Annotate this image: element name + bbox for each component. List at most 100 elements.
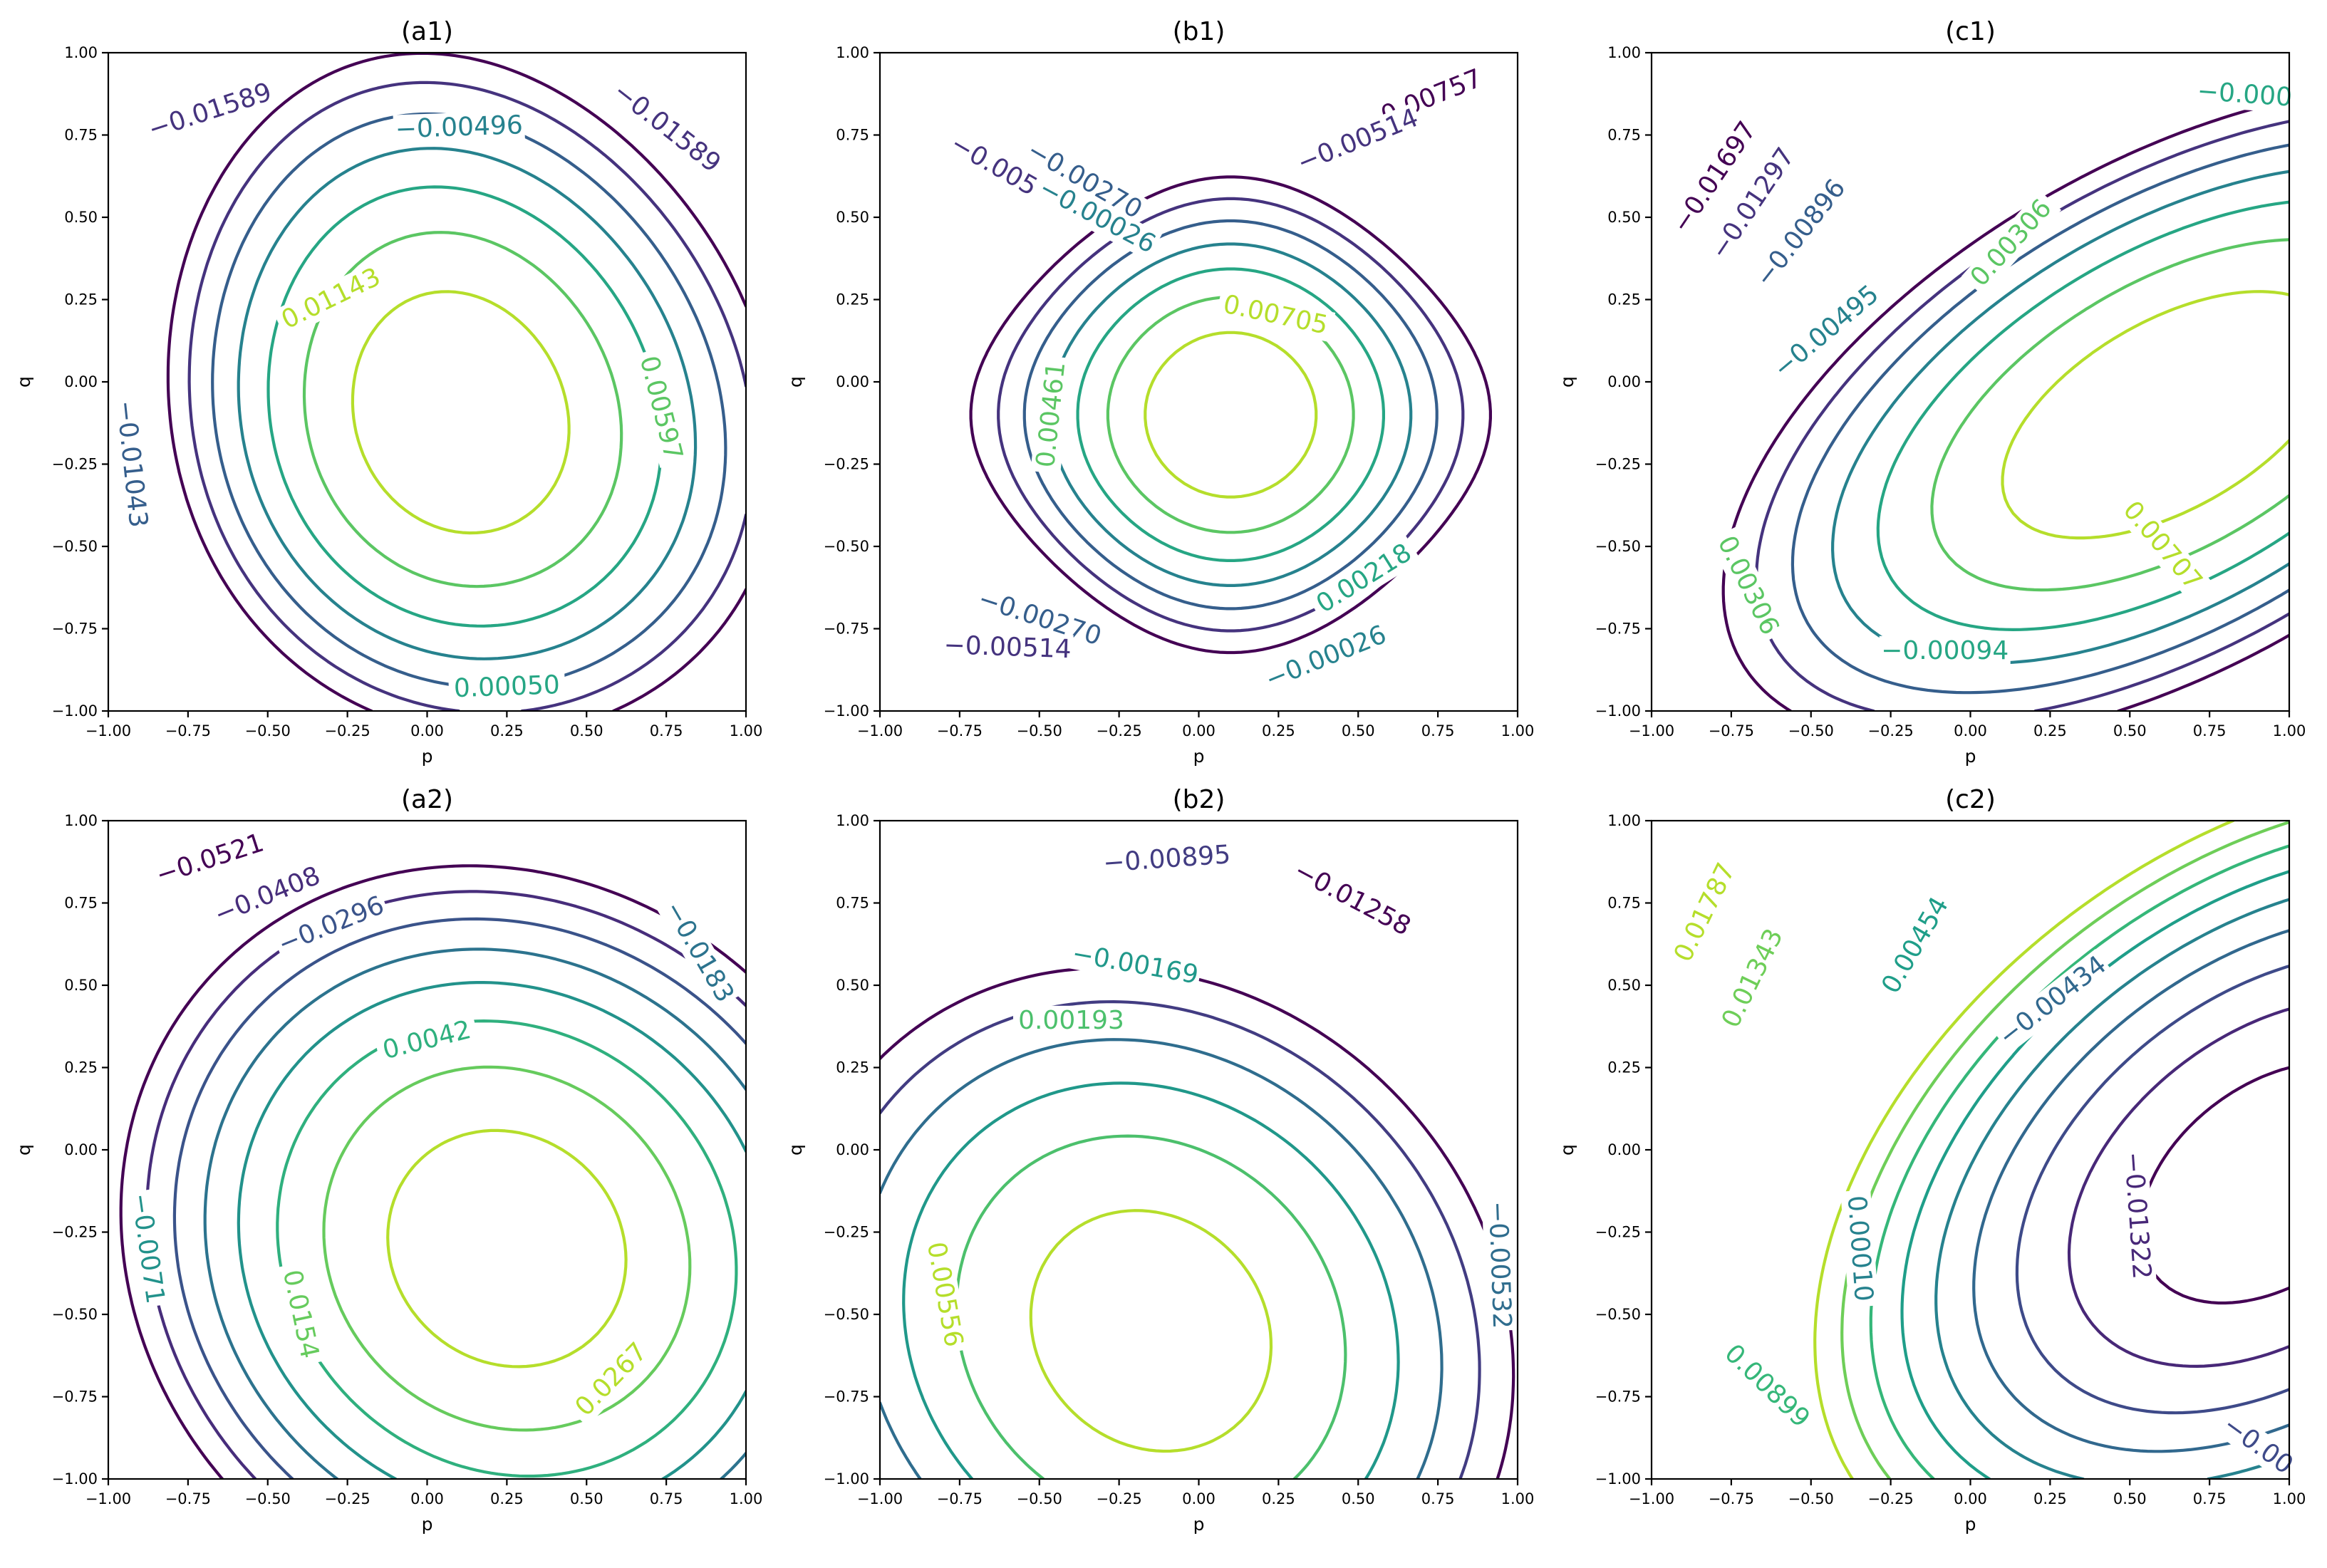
y-tick-label: 0.00 bbox=[64, 373, 98, 390]
y-tick-label: −0.50 bbox=[1595, 1306, 1641, 1323]
panel-b1: (b1) −0.00757−0.00514−0.00514−0.00270−0.… bbox=[785, 17, 1534, 767]
y-tick-label: −0.50 bbox=[1595, 538, 1641, 555]
contour-level-6 bbox=[1869, 844, 2289, 1479]
contour-label-bg bbox=[1704, 140, 1803, 266]
y-tick-label: 0.00 bbox=[836, 373, 869, 390]
x-tick-label: 0.50 bbox=[1342, 722, 1375, 739]
x-tick-label: 0.50 bbox=[2113, 1490, 2147, 1507]
contour-label-bg bbox=[1482, 1198, 1517, 1331]
contour-level-3 bbox=[203, 947, 746, 1479]
x-tick-label: −0.75 bbox=[937, 1490, 983, 1507]
panel-title-c2: (c2) bbox=[1945, 785, 1996, 814]
contour-level-0 bbox=[2138, 1066, 2289, 1305]
contour-label: −0.00169 bbox=[1070, 939, 1201, 990]
y-tick-label: −0.75 bbox=[824, 1388, 869, 1406]
x-tick-label: 0.75 bbox=[2193, 1490, 2227, 1507]
contour-label-bg bbox=[1032, 172, 1162, 261]
y-tick-label: 0.50 bbox=[1607, 977, 1641, 994]
x-tick-label: 0.75 bbox=[650, 722, 683, 739]
contour-label: −0.00026 bbox=[1261, 620, 1390, 695]
contour-label-bg bbox=[606, 76, 728, 180]
contour-level-1 bbox=[997, 197, 1465, 633]
x-tick-label: −0.75 bbox=[1709, 722, 1754, 739]
y-tick-label: 0.25 bbox=[1607, 291, 1641, 308]
x-tick-label: −1.00 bbox=[857, 722, 903, 739]
x-tick-label: −0.25 bbox=[324, 722, 370, 739]
y-tick-label: −1.00 bbox=[824, 702, 869, 720]
contour-labels: −0.00757−0.00514−0.00514−0.00270−0.00026… bbox=[941, 63, 1488, 697]
x-tick-label: 1.00 bbox=[1501, 722, 1535, 739]
contour-level-5 bbox=[1900, 870, 2289, 1479]
x-axis-label: p bbox=[1965, 746, 1976, 767]
y-tick-label: −0.75 bbox=[52, 621, 98, 638]
axes: −1.00 −1.00 −0.75 −0.75 −0.50 −0.50 −0.25 −0.25… bbox=[1557, 44, 2306, 767]
x-tick-label: −1.00 bbox=[857, 1490, 903, 1507]
y-tick-label: −0.25 bbox=[824, 456, 869, 473]
y-tick-label: 0.75 bbox=[1607, 127, 1641, 144]
y-tick-label: 1.00 bbox=[1607, 44, 1641, 61]
x-axis-label: p bbox=[1193, 1514, 1205, 1535]
contour-level-3 bbox=[902, 1081, 1400, 1479]
y-tick-label: −1.00 bbox=[1595, 1470, 1641, 1487]
x-tick-label: −0.75 bbox=[937, 722, 983, 739]
contour-level-4 bbox=[955, 1134, 1347, 1479]
y-tick-label: 0.25 bbox=[836, 1059, 869, 1076]
contour-level-3 bbox=[237, 147, 698, 660]
y-tick-label: 0.75 bbox=[836, 127, 869, 144]
contour-label: −0.00094 bbox=[1881, 636, 2009, 665]
axes: −1.00 −1.00 −0.75 −0.75 −0.50 −0.50 −0.25 −0.25… bbox=[1557, 812, 2306, 1535]
x-tick-label: 0.00 bbox=[1182, 1490, 1216, 1507]
y-tick-label: 0.50 bbox=[836, 209, 869, 226]
contour-label: 0.00050 bbox=[453, 670, 560, 703]
x-tick-label: −0.75 bbox=[1709, 1490, 1754, 1507]
x-tick-label: −0.50 bbox=[245, 1490, 291, 1507]
contour-label-bg bbox=[1991, 949, 2114, 1054]
contour-level-4 bbox=[237, 981, 746, 1479]
contour-label: 0.0267 bbox=[570, 1337, 653, 1422]
contour-level-3 bbox=[1049, 242, 1413, 587]
contour-label: 0.00193 bbox=[1018, 1006, 1124, 1035]
axes: −1.00 −1.00 −0.75 −0.75 −0.50 −0.50 −0.25 −0.25… bbox=[14, 812, 762, 1535]
contour-label: −0.0183 bbox=[658, 896, 740, 1007]
contour-level-1 bbox=[187, 81, 746, 711]
contour-level-4 bbox=[266, 185, 663, 628]
contour-label-bg bbox=[1879, 635, 2011, 666]
y-axis-label: q bbox=[1557, 1144, 1577, 1156]
contour-label: 0.01343 bbox=[1716, 924, 1789, 1032]
axes: −1.00 −1.00 −0.75 −0.75 −0.50 −0.50 −0.25 −0.25… bbox=[785, 44, 1534, 767]
y-tick-label: 0.25 bbox=[836, 291, 869, 308]
contour-label-bg bbox=[1714, 919, 1792, 1037]
y-tick-label: 0.00 bbox=[1607, 373, 1641, 390]
contour-level-2 bbox=[880, 1038, 1444, 1479]
contour-label: 0.01143 bbox=[277, 262, 385, 335]
contour-label-bg bbox=[1665, 115, 1764, 241]
contour-label-bg bbox=[1291, 102, 1425, 180]
y-tick-label: −0.50 bbox=[52, 538, 98, 555]
y-tick-label: 1.00 bbox=[836, 812, 869, 829]
contour-label-bg bbox=[1216, 289, 1336, 343]
x-tick-label: −0.75 bbox=[165, 1490, 211, 1507]
contour-label: −0.00 bbox=[2218, 1411, 2299, 1480]
contour-level-4 bbox=[1876, 200, 2289, 631]
contour-label-bg bbox=[1259, 619, 1393, 697]
x-tick-label: −1.00 bbox=[85, 722, 131, 739]
contour-level-6 bbox=[2001, 290, 2289, 540]
contour-label: −0.0071 bbox=[125, 1191, 170, 1305]
contour-label: −0.01258 bbox=[1289, 856, 1415, 941]
contour-label: −0.0521 bbox=[152, 828, 267, 890]
y-tick-label: 0.75 bbox=[64, 895, 98, 912]
x-tick-label: −1.00 bbox=[1629, 1490, 1674, 1507]
contour-label-bg bbox=[2113, 492, 2212, 601]
panel-c1: (c1) −0.01697−0.01297−0.00896−0.00495−0.… bbox=[1557, 17, 2306, 767]
x-tick-label: 0.50 bbox=[2113, 722, 2147, 739]
contour-label-bg bbox=[1013, 1005, 1129, 1036]
x-tick-label: 1.00 bbox=[2273, 722, 2306, 739]
x-tick-label: 0.00 bbox=[410, 722, 444, 739]
contour-label: −0.00514 bbox=[943, 630, 1072, 664]
x-axis-label: p bbox=[1965, 1514, 1976, 1535]
x-tick-label: −0.50 bbox=[1788, 1490, 1834, 1507]
axes: −1.00 −1.00 −0.75 −0.75 −0.50 −0.50 −0.25 −0.25… bbox=[785, 812, 1534, 1535]
contour-lines bbox=[1813, 821, 2289, 1479]
